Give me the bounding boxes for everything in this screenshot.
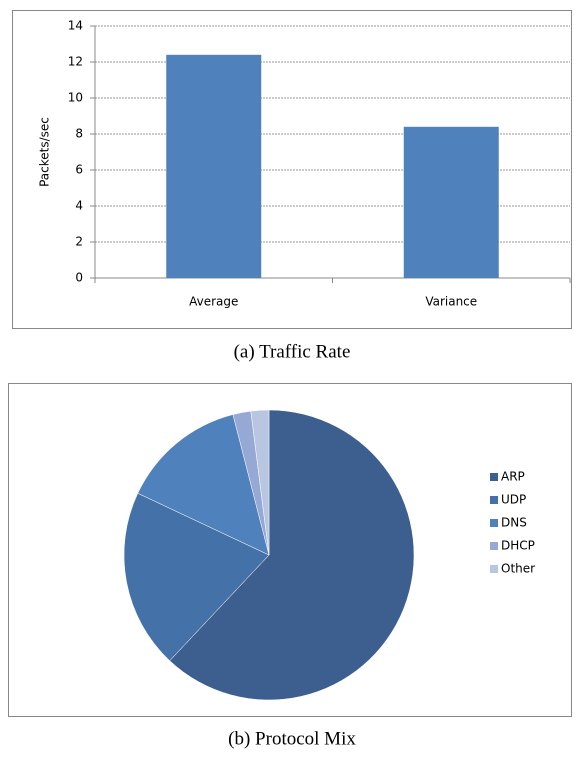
bar xyxy=(403,126,499,278)
pie-slice xyxy=(123,492,270,662)
legend-swatch xyxy=(490,519,498,527)
y-axis-label: Packets/sec xyxy=(38,117,52,187)
legend-swatch xyxy=(490,496,498,504)
caption: (b) Protocol Mix xyxy=(228,728,356,749)
y-tick-label: 0 xyxy=(75,271,83,285)
pie-slice xyxy=(169,409,415,701)
legend-label: ARP xyxy=(501,470,525,484)
y-tick-label: 14 xyxy=(68,19,83,33)
chart-frame xyxy=(8,383,572,717)
x-tick-label: Average xyxy=(189,295,238,309)
legend-swatch xyxy=(490,565,498,573)
y-tick-label: 6 xyxy=(75,163,83,177)
pie-slice xyxy=(137,414,270,556)
x-tick-label: Variance xyxy=(425,295,477,309)
y-tick-label: 8 xyxy=(75,127,83,141)
legend-label: DNS xyxy=(501,516,527,530)
y-tick-label: 2 xyxy=(75,235,83,249)
legend-label: UDP xyxy=(501,493,526,507)
chart-frame xyxy=(12,10,572,329)
y-tick-label: 10 xyxy=(68,91,83,105)
legend-label: DHCP xyxy=(501,539,535,553)
caption: (a) Traffic Rate xyxy=(234,341,351,362)
y-tick-label: 12 xyxy=(68,55,83,69)
legend-swatch xyxy=(490,473,498,481)
legend-label: Other xyxy=(501,562,535,576)
y-tick-label: 4 xyxy=(75,199,83,213)
pie-slice xyxy=(250,409,270,556)
legend-swatch xyxy=(490,542,498,550)
bar xyxy=(166,54,262,278)
